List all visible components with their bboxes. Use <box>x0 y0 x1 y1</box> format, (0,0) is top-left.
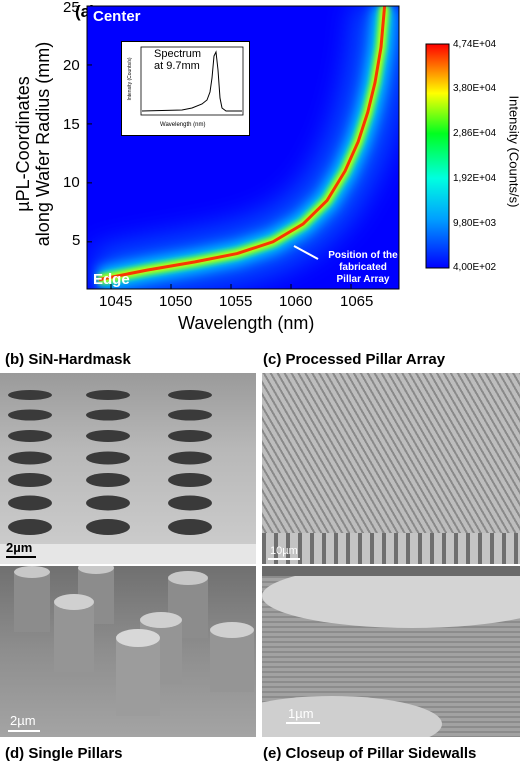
scale-bar-c <box>268 558 300 560</box>
caption-c: (c) Processed Pillar Array <box>263 351 446 368</box>
inset-title: Spectrum at 9.7mm <box>154 48 201 72</box>
single-pillars <box>14 566 254 716</box>
caption-e: (e) Closeup of Pillar Sidewalls <box>263 745 477 762</box>
colorbar-tick-label: 4,00E+02 <box>453 262 497 273</box>
heatmap-chart <box>86 5 450 290</box>
pillar-closeup <box>262 566 520 737</box>
colorbar-tick-label: 9,80E+03 <box>453 218 497 229</box>
y-axis-ticks <box>87 5 92 243</box>
panel-b-image: 2µm <box>0 373 256 564</box>
scale-bar-e <box>286 722 320 724</box>
inset-xlabel: Wavelength (nm) <box>160 122 206 128</box>
x-tick-label: 1050 <box>159 293 193 310</box>
inset-spectrum: Spectrum at 9.7mm Wavelength (nm) Intens… <box>121 41 250 136</box>
x-tick-label: 1060 <box>279 293 313 310</box>
panel-c-image: 10µm <box>262 373 520 564</box>
pillar-array-foreground <box>262 533 520 564</box>
x-tick-label: 1045 <box>99 293 133 310</box>
caption-b: (b) SiN-Hardmask <box>5 351 131 368</box>
scale-bar-b <box>6 556 36 558</box>
y-tick-label: 15 <box>63 116 80 133</box>
inset-ylabel: Intensity (Counts/s) <box>127 57 133 101</box>
scale-label-b: 2µm <box>6 540 33 555</box>
caption-d: (d) Single Pillars <box>5 745 123 762</box>
scale-label-c: 10µm <box>270 545 298 557</box>
inset-spectrum-line <box>141 50 242 112</box>
plot-frame <box>86 5 400 290</box>
x-axis-label: Wavelength (nm) <box>178 313 315 333</box>
y-tick-label: 5 <box>72 232 81 249</box>
inset-title-line-1: Spectrum <box>154 48 202 60</box>
inset-title-line-2: at 9.7mm <box>154 60 200 72</box>
annotation-line-3: Pillar Array <box>336 274 390 285</box>
panel-e-image: 1µm <box>262 566 520 737</box>
colorbar-tick-label: 4,74E+04 <box>453 39 497 50</box>
center-label: Center <box>93 8 141 25</box>
colorbar <box>425 43 450 269</box>
scale-bar-d <box>8 730 40 732</box>
x-tick-label: 1065 <box>340 293 374 310</box>
colorbar-tick-label: 3,80E+04 <box>453 83 497 94</box>
colorbar-tick-label: 1,92E+04 <box>453 173 497 184</box>
x-axis-ticks <box>110 284 352 289</box>
x-tick-label: 1055 <box>219 293 253 310</box>
inset-plot <box>140 46 244 116</box>
heatmap-ridge-red <box>98 6 387 282</box>
panel-d-image: 2µm <box>0 566 256 737</box>
scale-label-d: 2µm <box>10 713 36 728</box>
annotation-line-1: Position of the <box>328 250 398 261</box>
y-axis-label-line-2: along Wafer Radius (mm) <box>33 41 53 247</box>
annotation-line-2: fabricated <box>339 262 387 273</box>
y-tick-label: 10 <box>63 174 80 191</box>
scale-label-e: 1µm <box>288 706 314 721</box>
hardmask-dots <box>0 390 256 564</box>
y-tick-label: 20 <box>63 57 80 74</box>
edge-label: Edge <box>93 271 130 288</box>
colorbar-label: Intensity (Counts/s) <box>506 95 520 208</box>
annotation-arrow <box>293 245 319 260</box>
y-axis-label-line-1: µPL-Coordinates <box>13 76 33 212</box>
colorbar-tick-label: 2,86E+04 <box>453 128 497 139</box>
annotation-text: Position of the fabricated Pillar Array <box>322 250 404 286</box>
y-tick-label: 25 <box>63 0 80 16</box>
